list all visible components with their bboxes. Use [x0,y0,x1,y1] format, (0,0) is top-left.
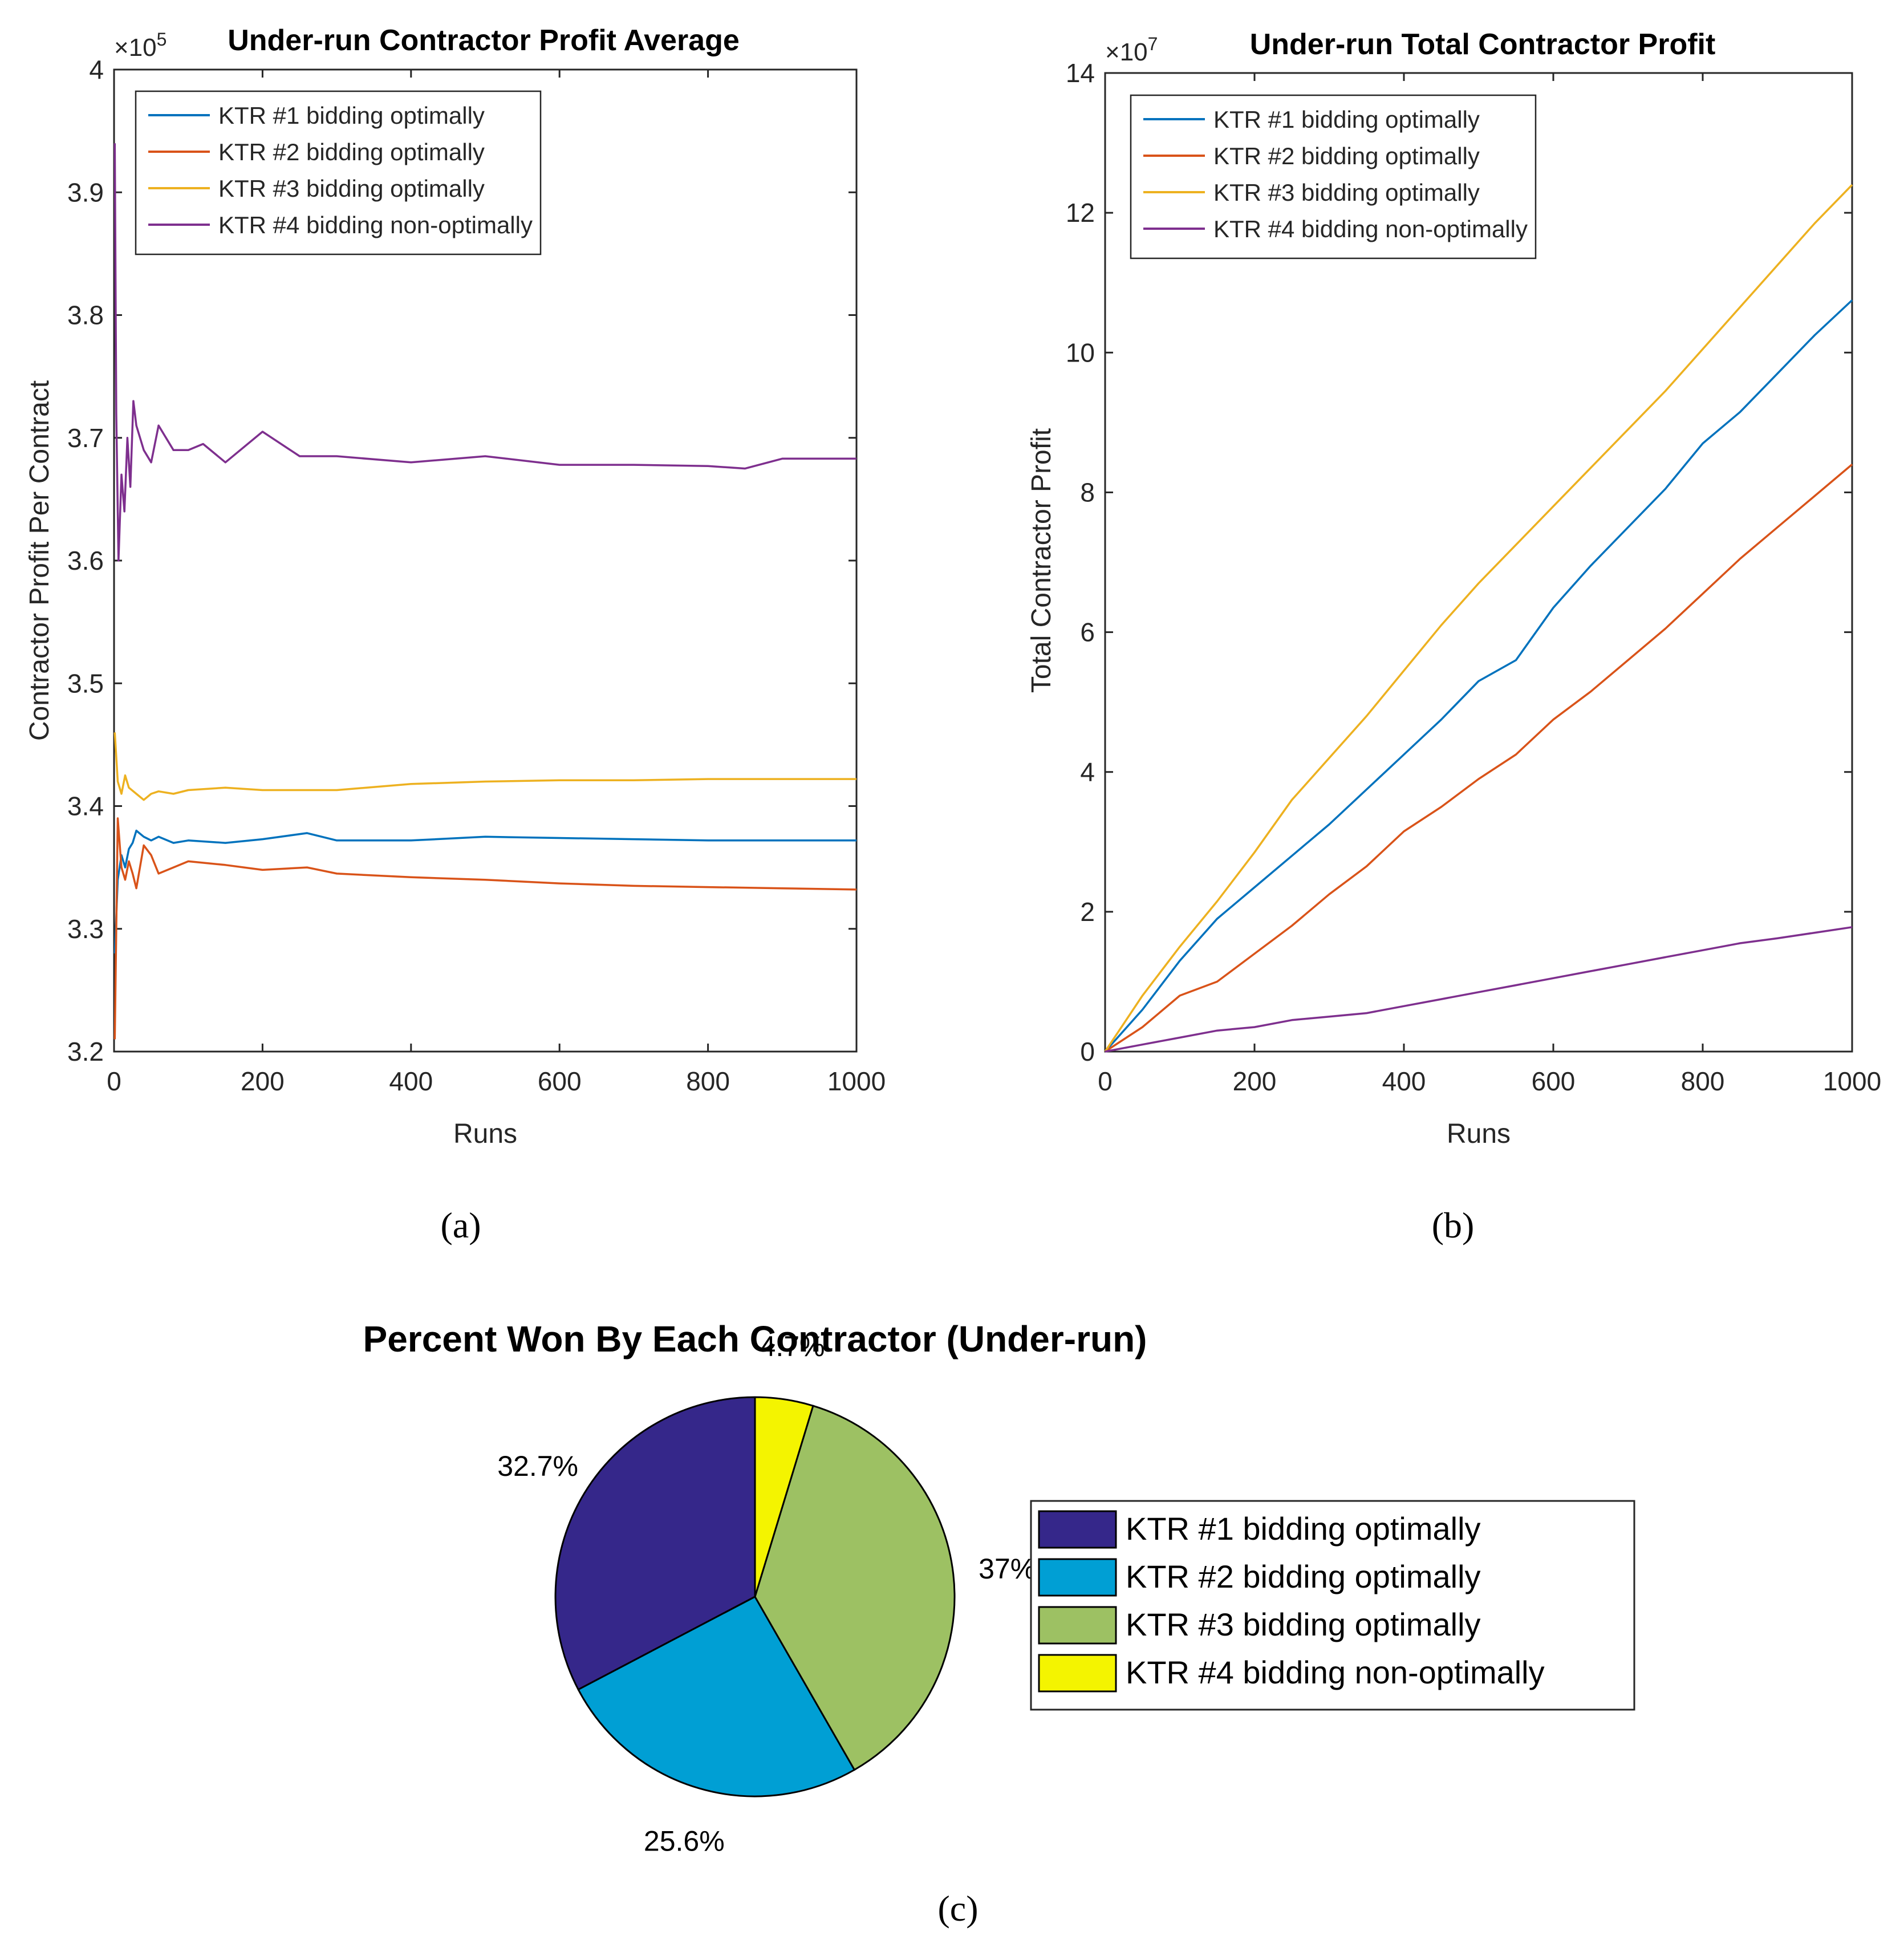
y-tick-label: 3.5 [67,668,104,698]
chart-b-exponent: ×107 [1105,34,1158,66]
x-tick-label: 600 [1532,1066,1576,1096]
x-tick-label: 400 [1382,1066,1426,1096]
chart-c-title: Percent Won By Each Contractor (Under-ru… [363,1318,1147,1360]
legend-label: KTR #4 bidding non-optimally [218,212,533,238]
chart-panel-c: Percent Won By Each Contractor (Under-ru… [363,1318,1635,1929]
series-line-ktr-3 [113,732,856,801]
y-tick-label: 3.6 [67,546,104,575]
y-tick-label: 3.3 [67,914,104,944]
legend-swatch [1038,1558,1117,1597]
chart-a-ticks: 0 200 400 600 800 1000 3.2 3.3 3.4 3.5 3.6 3.7 3.8 3.… [67,55,886,1096]
legend-label: KTR #3 bidding optimally [1213,179,1480,206]
chart-a-panel-label: (a) [440,1205,481,1245]
y-tick-label: 8 [1080,477,1095,507]
chart-a-ylabel: Contractor Profit Per Contract [25,380,55,741]
legend-label: KTR #1 bidding optimally [1213,106,1480,133]
legend-label: KTR #2 bidding optimally [1126,1559,1481,1594]
chart-a-title: Under-run Contractor Profit Average [228,24,740,57]
x-tick-label: 200 [1233,1066,1277,1096]
pie-slice-label: 32.7% [497,1450,578,1482]
y-tick-label: 12 [1066,198,1095,228]
series-line-ktr-4 [1105,926,1853,1053]
y-tick-label: 3.9 [67,177,104,207]
chart-b-legend: KTR #1 bidding optimally KTR #2 bidding o… [1130,94,1537,259]
legend-label: KTR #3 bidding optimally [218,175,485,202]
series-line-ktr-2 [1105,464,1853,1053]
x-tick-label: 800 [1681,1066,1725,1096]
pie-slice-ktr-3 [754,1405,956,1771]
chart-b-ylabel: Total Contractor Profit [1026,428,1057,693]
y-tick-label: 6 [1080,618,1095,647]
legend-swatch [1038,1606,1117,1645]
legend-label: KTR #3 bidding optimally [1126,1606,1481,1642]
chart-a-exponent: ×105 [114,29,167,62]
y-tick-label: 14 [1066,58,1095,88]
y-tick-label: 3.8 [67,301,104,330]
x-tick-label: 200 [241,1066,285,1096]
x-tick-label: 0 [1098,1066,1113,1096]
legend-swatch [1038,1654,1117,1693]
y-tick-label: 3.4 [67,792,104,821]
chart-b-panel-label: (b) [1432,1205,1475,1245]
y-tick-label: 3.7 [67,423,104,453]
x-tick-label: 600 [538,1066,582,1096]
chart-b-xlabel: Runs [1447,1119,1511,1149]
legend-box [135,90,542,255]
legend-box [1030,1500,1635,1711]
legend-label: KTR #2 bidding optimally [218,139,485,165]
y-tick-label: 2 [1080,897,1095,927]
legend-label: KTR #4 bidding non-optimally [1126,1654,1545,1690]
pie-slice-ktr-1 [554,1396,756,1691]
legend-swatch [1038,1510,1117,1549]
y-tick-label: 3.2 [67,1037,104,1066]
chart-a-series [113,143,857,1040]
legend-label: KTR #1 bidding optimally [218,102,485,129]
x-tick-label: 0 [107,1066,121,1096]
x-tick-label: 800 [686,1066,730,1096]
y-tick-label: 0 [1080,1037,1095,1066]
legend-label: KTR #4 bidding non-optimally [1213,216,1528,242]
pie-slice-ktr-2 [577,1596,856,1797]
series-line-ktr-1 [113,829,856,953]
x-tick-label: 400 [389,1066,433,1096]
legend-label: KTR #2 bidding optimally [1213,143,1480,169]
chart-a-legend: KTR #1 bidding optimally KTR #2 bidding o… [135,90,542,255]
chart-c-pie [554,1396,956,1797]
chart-panel-b: Under-run Total Contractor Profit ×107 0… [1026,28,1881,1245]
chart-b-series [1104,184,1853,1053]
series-line-ktr-1 [1104,299,1853,1053]
pie-slice-ktr-4 [754,1396,814,1597]
legend-box [1130,94,1537,259]
series-line-ktr-2 [113,817,857,1040]
x-tick-label: 1000 [1823,1066,1881,1096]
pie-slice-label: 25.6% [644,1825,725,1857]
chart-c-legend: KTR #1 bidding optimally KTR #2 bidding o… [1030,1500,1635,1711]
y-tick-label: 10 [1066,338,1095,367]
y-tick-label: 4 [89,55,104,84]
chart-c-slice-labels: 32.7% 25.6% 37% 4.7% [497,1330,1036,1857]
chart-b-title: Under-run Total Contractor Profit [1250,28,1716,61]
series-line-ktr-4 [113,143,856,562]
y-tick-label: 4 [1080,757,1095,787]
legend-label: KTR #1 bidding optimally [1126,1511,1481,1547]
chart-a-xlabel: Runs [453,1119,517,1149]
chart-b-ticks: 0 200 400 600 800 1000 0 2 4 6 8 10 12 14 [1066,58,1881,1096]
pie-slice-label: 37% [979,1553,1036,1585]
x-tick-label: 1000 [827,1066,886,1096]
pie-slice-label: 4.7% [760,1330,825,1362]
chart-c-panel-label: (c) [937,1888,978,1929]
series-line-ktr-3 [1104,184,1853,1052]
chart-panel-a: Under-run Contractor Profit Average ×105… [25,24,886,1245]
